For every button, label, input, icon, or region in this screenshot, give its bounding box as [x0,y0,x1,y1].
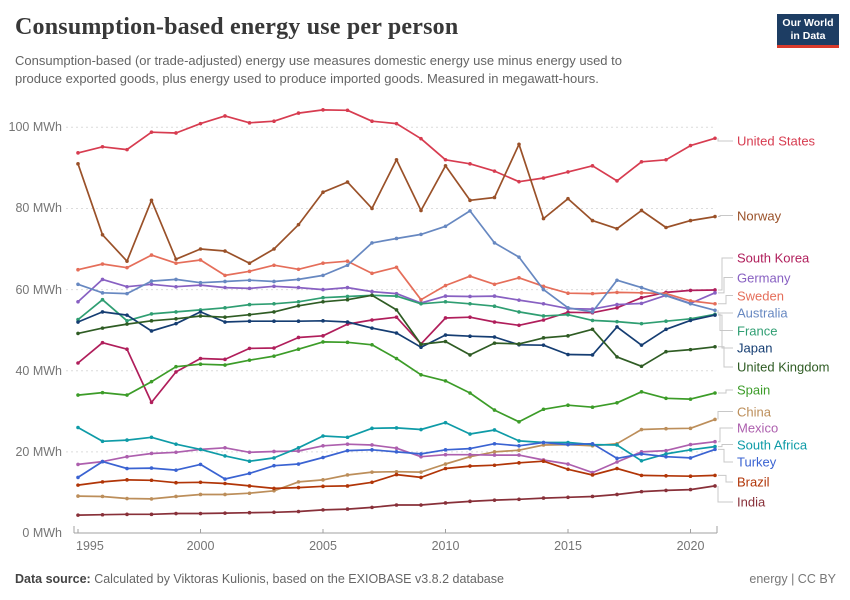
legend-connector-france [718,313,733,331]
chart-subtitle: Consumption-based (or trade-adjusted) en… [15,53,622,87]
series-points-mexico [76,439,717,475]
data-source-note: Data source: Calculated by Viktoras Kuli… [15,572,504,586]
series-line-south-korea[interactable] [77,289,716,404]
y-axis-label-100: 100 MWh [8,120,63,135]
y-axis-label-0: 0 MWh [22,526,62,540]
legend-connector-sweden [718,295,733,305]
series-line-spain[interactable] [77,341,716,423]
series-line-norway[interactable] [77,143,716,265]
series-points-norway [76,142,717,266]
page-title: Consumption-based energy use per person [15,14,459,40]
legend-label-australia[interactable]: Australia [737,305,788,321]
owid-logo[interactable]: Our World in Data [777,14,839,48]
series-points-south-korea [76,288,717,405]
legend-connector-australia [717,310,733,314]
x-axis-label-1995: 1995 [76,539,104,553]
series-points-india [76,484,717,517]
x-axis-label-2010: 2010 [431,539,460,553]
legend-label-germany[interactable]: Germany [737,270,791,285]
legend-label-mexico[interactable]: Mexico [737,420,779,436]
legend-connector-united-kingdom [718,346,733,368]
series-line-india[interactable] [77,485,716,516]
legend-label-france[interactable]: France [737,323,778,338]
legend-connector-japan [718,314,733,349]
legend-connector-south-korea [718,257,733,291]
owid-logo-line1: Our World [782,17,834,30]
legend-connector-spain [718,389,733,394]
legend-label-spain[interactable]: Spain [737,382,771,398]
legend-connector-united-states [717,138,733,142]
legend-connector-turkey [718,448,733,463]
legend-label-united-states[interactable]: United States [737,133,816,149]
y-axis-label-80: 80 MWh [15,201,62,216]
legend-connector-brazil [718,474,733,483]
legend-label-china[interactable]: China [737,404,771,419]
x-axis-label-2005: 2005 [309,539,337,553]
license-link[interactable]: energy | CC BY [749,572,836,586]
series-points-japan [76,310,717,357]
y-axis-label-40: 40 MWh [15,363,62,378]
series-points-australia [76,209,717,314]
legend-label-united-kingdom[interactable]: United Kingdom [737,359,830,375]
legend-connector-south-africa [718,444,733,448]
series-points-united-states [76,108,717,184]
series-points-united-kingdom [76,293,717,369]
chart-footer: Data source: Calculated by Viktoras Kuli… [0,564,850,600]
y-axis-label-60: 60 MWh [15,282,62,297]
legend-label-brazil[interactable]: Brazil [737,474,770,490]
x-axis-label-2000: 2000 [186,539,215,553]
x-axis-label-2020: 2020 [676,539,705,553]
series-points-turkey [76,440,717,481]
legend-connector-germany [718,277,733,294]
legend-connector-norway [718,215,733,218]
legend-label-japan[interactable]: Japan [737,340,773,356]
series-points-china [76,417,717,501]
legend-connector-china [717,411,733,420]
legend-label-norway[interactable]: Norway [737,208,782,223]
legend-label-south-korea[interactable]: South Korea [737,250,810,266]
y-axis-label-20: 20 MWh [15,444,62,459]
legend-label-south-africa[interactable]: South Africa [737,437,808,452]
series-points-brazil [76,459,717,491]
series-points-spain [76,340,717,424]
legend-connector-india [717,485,733,503]
data-source-label: Data source: [15,572,91,586]
legend-label-india[interactable]: India [737,494,766,510]
series-line-china[interactable] [77,418,716,500]
owid-logo-line2: in Data [790,29,826,42]
data-source-text: Calculated by Viktoras Kulionis, based o… [90,572,504,586]
series-line-united-states[interactable] [77,109,716,183]
x-axis-label-2015: 2015 [554,539,582,553]
legend-label-sweden[interactable]: Sweden [737,288,784,303]
legend-label-turkey[interactable]: Turkey [737,454,777,470]
legend-connector-mexico [718,427,733,443]
